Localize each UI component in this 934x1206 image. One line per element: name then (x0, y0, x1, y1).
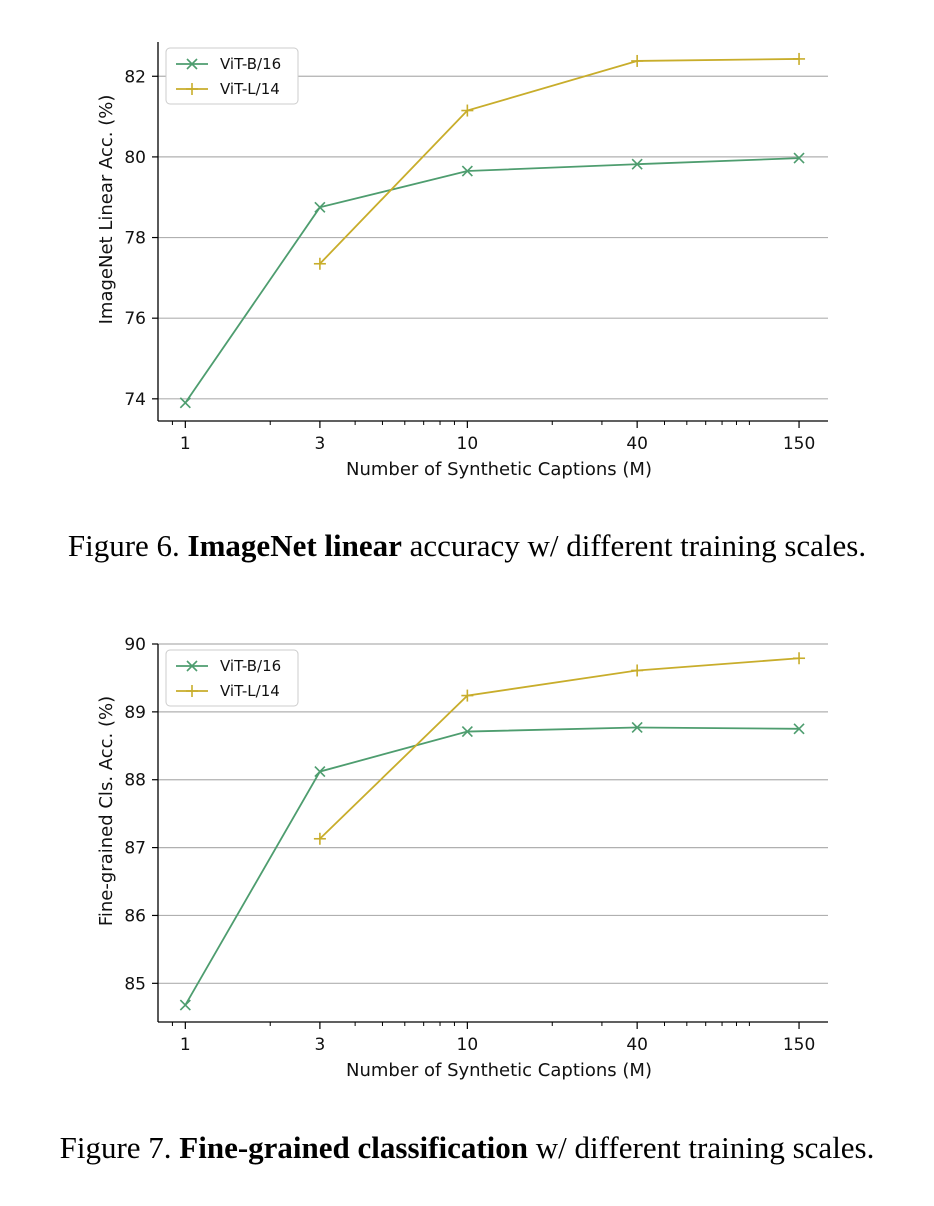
x-tick-label: 10 (457, 1035, 479, 1055)
series-line-vit-b-16 (184, 726, 800, 1006)
marker-stroke (631, 158, 643, 170)
caption-prefix: Figure 7. (59, 1130, 180, 1165)
legend-item-vit-b-16: ViT-B/16 (176, 657, 281, 675)
legend-box (165, 47, 299, 105)
marker-stroke (314, 766, 326, 778)
x-tick-label: 3 (314, 1035, 325, 1055)
data-point (179, 999, 191, 1011)
x-tick-label: 10 (457, 434, 479, 454)
x-tick-label: 1 (180, 1035, 191, 1055)
marker-stroke (314, 201, 326, 213)
y-tick-label: 90 (124, 635, 146, 655)
data-point (461, 165, 473, 177)
y-tick-label: 76 (124, 309, 146, 329)
legend-item-vit-l-14: ViT-L/14 (176, 682, 280, 700)
data-point (314, 201, 326, 213)
data-point (461, 725, 473, 738)
figure-6: 74 76 78 80 82 1 3 10 40 150 Number of Synthetic C… (0, 0, 934, 600)
data-point (793, 152, 805, 164)
marker-stroke (179, 999, 191, 1011)
x-tick-label: 150 (783, 434, 815, 454)
data-point (313, 832, 326, 845)
x-axis-label: Number of Synthetic Captions (M) (346, 1060, 652, 1081)
caption-bold: Fine-grained classification (179, 1130, 529, 1165)
y-tick-label: 82 (124, 67, 146, 87)
y-tick-label: 86 (124, 906, 146, 926)
x-axis-label: Number of Synthetic Captions (M) (346, 459, 652, 480)
data-point (461, 104, 474, 117)
series-line-vit-b-16 (184, 157, 800, 404)
x-tick-label: 3 (314, 434, 325, 454)
marker-stroke (793, 152, 805, 164)
y-tick-label: 89 (124, 703, 146, 723)
imagenet-linear-chart: 74 76 78 80 82 1 3 10 40 150 Number of Synthetic C… (96, 42, 828, 480)
x-tick-label: 150 (783, 1035, 815, 1055)
legend: ViT-B/16 ViT-L/14 (165, 47, 299, 105)
y-tick-label: 87 (124, 839, 146, 859)
x-tick-label: 40 (626, 1035, 648, 1055)
y-tick-label: 78 (124, 229, 146, 249)
data-point (793, 52, 806, 65)
marker-stroke (793, 723, 805, 735)
legend: ViT-B/16 ViT-L/14 (165, 649, 299, 707)
legend-label: ViT-L/14 (220, 80, 280, 98)
caption-rest: accuracy w/ different training scales. (401, 528, 867, 563)
x-tick-label: 40 (626, 434, 648, 454)
figure-6-caption: Figure 6. ImageNet linear accuracy w/ di… (0, 528, 934, 564)
legend-item-vit-b-16: ViT-B/16 (176, 55, 281, 73)
marker-stroke (461, 725, 473, 738)
y-axis-label: ImageNet Linear Acc. (%) (96, 95, 117, 325)
figure-7-caption: Figure 7. Fine-grained classification w/… (0, 1130, 934, 1166)
series-line-vit-l-14 (319, 58, 800, 265)
legend-box (165, 649, 299, 707)
legend-marker (186, 660, 198, 672)
y-tick-label: 80 (124, 148, 146, 168)
fine-grained-chart: 85 86 87 88 89 90 1 3 10 40 150 Number of Synthetic… (96, 635, 828, 1081)
data-point (631, 158, 643, 170)
legend-item-vit-l-14: ViT-L/14 (176, 80, 280, 98)
data-point (461, 689, 474, 702)
data-point (793, 723, 805, 735)
data-point (314, 766, 326, 778)
marker-stroke (631, 721, 643, 734)
legend-label: ViT-B/16 (220, 657, 281, 675)
x-tick-label: 1 (180, 434, 191, 454)
marker-stroke (179, 397, 191, 409)
series-line-vit-l-14 (319, 657, 800, 840)
y-tick-label: 88 (124, 771, 146, 791)
data-point (313, 257, 326, 270)
caption-bold: ImageNet linear (187, 528, 402, 563)
figure-7: 85 86 87 88 89 90 1 3 10 40 150 Number of Synthetic… (0, 600, 934, 1206)
caption-prefix: Figure 6. (67, 528, 188, 563)
data-point (179, 397, 191, 409)
y-tick-label: 85 (124, 974, 146, 994)
y-axis-label: Fine-grained Cls. Acc. (%) (96, 696, 117, 926)
legend-marker (186, 58, 198, 70)
marker-stroke (461, 165, 473, 177)
y-tick-label: 74 (124, 390, 146, 410)
data-point (631, 54, 644, 67)
legend-label: ViT-L/14 (220, 682, 280, 700)
legend-label: ViT-B/16 (220, 55, 281, 73)
data-point (793, 652, 806, 665)
caption-rest: w/ different training scales. (528, 1130, 875, 1165)
data-point (631, 721, 643, 734)
data-point (631, 664, 644, 677)
